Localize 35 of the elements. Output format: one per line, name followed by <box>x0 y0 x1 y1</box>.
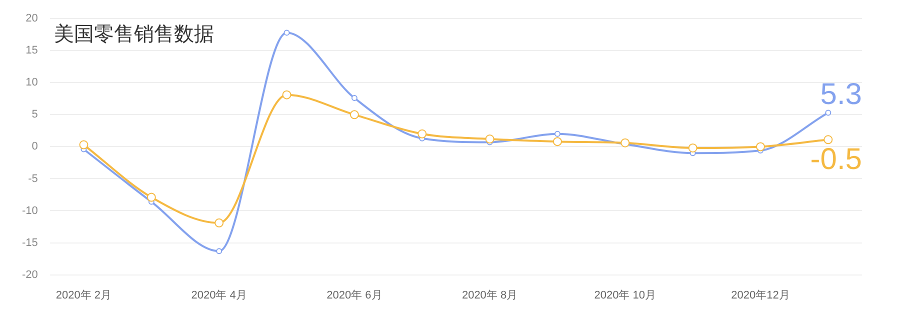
point <box>350 110 359 120</box>
point <box>214 218 224 228</box>
point <box>418 129 427 138</box>
point <box>824 135 833 144</box>
y-tick-label: -5 <box>28 172 38 185</box>
y-tick-label: 10 <box>26 76 38 89</box>
point <box>282 90 292 100</box>
y-tick-label: -15 <box>22 236 38 249</box>
x-tick-label: 2020年 10月 <box>594 289 656 302</box>
y-tick-label: 5 <box>32 108 38 121</box>
point <box>351 95 358 102</box>
y-tick-label: -10 <box>22 204 38 217</box>
y-tick-label: -20 <box>22 268 38 281</box>
point <box>284 30 290 36</box>
y-tick-label: 0 <box>32 140 38 153</box>
point <box>554 130 560 137</box>
point <box>756 142 765 152</box>
x-tick-label: 2020年12月 <box>731 289 790 302</box>
y-tick-label: 15 <box>26 44 38 57</box>
y-tick-label: 20 <box>26 12 38 25</box>
point <box>485 134 494 144</box>
annotation: -0.5 <box>810 142 862 176</box>
point <box>688 143 698 152</box>
x-tick-label: 2020年 6月 <box>326 289 382 302</box>
point <box>620 138 630 148</box>
annotation: 5.3 <box>820 78 862 112</box>
chart-title: 美国零售销售数据 <box>54 22 214 46</box>
point <box>216 248 222 254</box>
point <box>552 137 562 146</box>
x-tick-label: 2020年 8月 <box>462 289 518 302</box>
point <box>146 192 156 202</box>
x-tick-label: 2020年 4月 <box>191 289 247 302</box>
point <box>79 140 88 150</box>
point <box>825 110 832 116</box>
x-tick-label: 2020年 2月 <box>56 289 112 302</box>
